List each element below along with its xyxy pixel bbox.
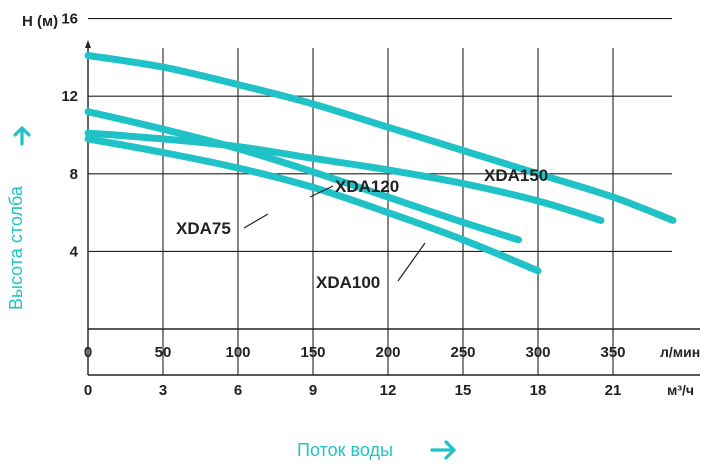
y-axis-side-title-text: Высота столба xyxy=(6,185,26,310)
series-label-xda150: XDA150 xyxy=(484,166,548,185)
x-tick-label-secondary: 21 xyxy=(605,382,622,399)
x-tick-label-primary: 200 xyxy=(375,344,400,361)
y-tick-label: 8 xyxy=(70,166,78,183)
y-tick-label: 4 xyxy=(70,243,79,260)
series-line-xda100 xyxy=(84,135,542,275)
x-tick-label-primary: 0 xyxy=(84,344,92,361)
x-tick-label-secondary: 9 xyxy=(309,382,317,399)
series-label-xda100: XDA100 xyxy=(316,273,380,292)
series-line-xda150 xyxy=(84,52,677,224)
x-tick-label-primary: 50 xyxy=(155,344,172,361)
labels: 4 8 12 16 0 50 100 150 200 250 300 350 0 3 6 9 12 15 18 21 X… xyxy=(61,11,625,399)
series-line-xda120 xyxy=(84,129,605,224)
curves xyxy=(84,52,677,275)
x-tick-label-primary: 100 xyxy=(225,344,250,361)
leader-line-xda100 xyxy=(397,242,426,282)
x-tick-label-secondary: 0 xyxy=(84,382,92,399)
x-tick-label-primary: 250 xyxy=(450,344,475,361)
x-tick-label-secondary: 15 xyxy=(455,382,472,399)
x-tick-label-primary: 300 xyxy=(525,344,550,361)
y-axis-title-top: H (м) xyxy=(22,13,58,30)
y-tick-label: 12 xyxy=(61,88,78,105)
y-axis-arrow-icon xyxy=(85,40,91,48)
series-label-xda120: XDA120 xyxy=(335,177,399,196)
x-tick-label-secondary: 18 xyxy=(530,382,547,399)
x-unit-secondary: м³/ч xyxy=(667,382,694,398)
leader-line-xda120 xyxy=(309,185,334,198)
axes xyxy=(85,40,700,376)
x-tick-label-primary: 350 xyxy=(600,344,625,361)
series-label-xda75: XDA75 xyxy=(176,219,231,238)
leader-line-xda75 xyxy=(243,213,269,229)
x-tick-label-primary: 150 xyxy=(300,344,325,361)
x-tick-label-secondary: 6 xyxy=(234,382,242,399)
x-tick-label-secondary: 12 xyxy=(380,382,397,399)
series-line-xda75 xyxy=(84,108,522,244)
y-axis-side-title: Высота столба xyxy=(6,185,26,310)
y-axis-side-arrow-icon xyxy=(13,126,31,146)
x-axis-title: Поток воды xyxy=(297,440,393,460)
x-axis-title-arrow-icon xyxy=(430,440,456,460)
x-unit-primary: л/мин xyxy=(660,344,700,360)
x-tick-label-secondary: 3 xyxy=(159,382,167,399)
y-tick-label: 16 xyxy=(61,11,78,28)
